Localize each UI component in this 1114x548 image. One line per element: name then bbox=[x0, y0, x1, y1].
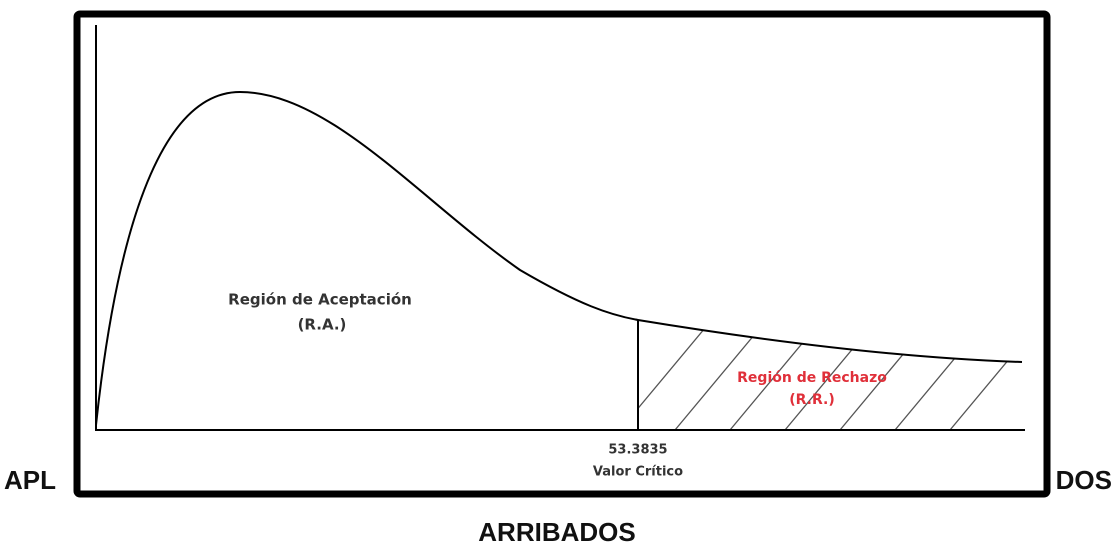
region-label: (R.R.) bbox=[789, 392, 835, 408]
heading-fragment: APL bbox=[4, 465, 56, 495]
density-curve bbox=[95, 90, 1023, 426]
region-label: Región de Aceptación bbox=[228, 291, 412, 309]
critical-label: Valor Crítico bbox=[593, 465, 683, 480]
region-label: (R.A.) bbox=[298, 316, 347, 334]
region-label: Región de Rechazo bbox=[737, 370, 887, 386]
diagram: Región de Aceptación (R.A.) Región de Re… bbox=[73, 10, 1051, 498]
heading-fragment: DOS bbox=[1056, 465, 1112, 495]
diagram-frame bbox=[73, 10, 1051, 498]
critical-value: 53.3835 bbox=[608, 443, 667, 458]
heading-line: ARRIBADOS bbox=[478, 517, 635, 547]
